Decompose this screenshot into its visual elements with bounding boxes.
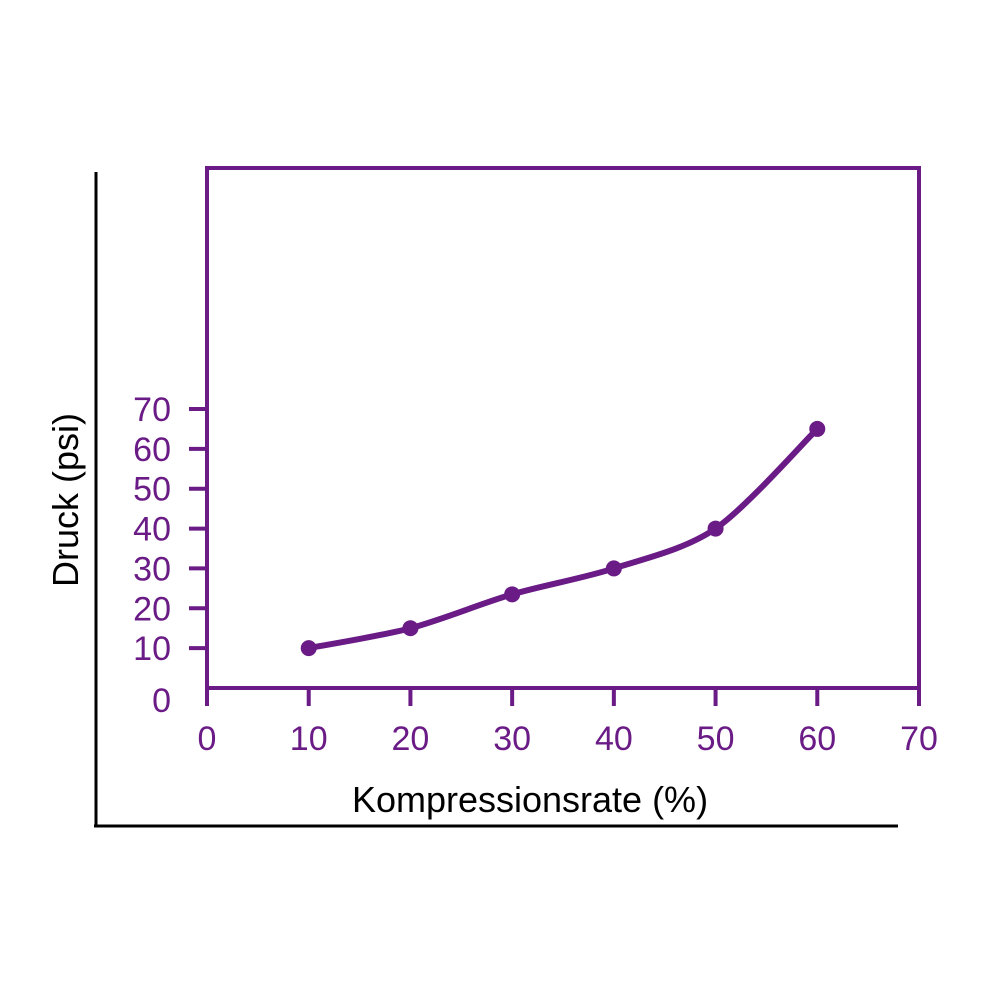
data-point <box>504 586 521 603</box>
y-tick-label: 20 <box>133 590 171 628</box>
x-tick-label: 10 <box>290 720 328 758</box>
data-point <box>605 560 622 577</box>
y-tick-label: 10 <box>133 630 171 668</box>
data-point <box>809 420 826 437</box>
series-group <box>300 420 826 657</box>
x-tick-label: 30 <box>493 720 531 758</box>
y-tick-label: 30 <box>133 550 171 588</box>
plot-frame <box>205 166 921 690</box>
y-tick-label: 60 <box>133 431 171 469</box>
data-point <box>300 640 317 657</box>
x-axis-title: Kompressionsrate (%) <box>352 779 708 820</box>
series-line <box>308 426 820 652</box>
x-tick-label: 50 <box>697 720 735 758</box>
y-axis-title: Druck (psi) <box>45 413 86 587</box>
y-tick-label: 0 <box>152 682 171 720</box>
x-axis-ticks: 0 10 20 30 40 50 60 70 <box>198 688 938 758</box>
data-point <box>402 620 419 637</box>
x-tick-label: 20 <box>392 720 430 758</box>
x-tick-label: 70 <box>900 720 938 758</box>
x-tick-label: 40 <box>595 720 633 758</box>
data-point <box>707 520 724 537</box>
x-tick-label: 0 <box>198 720 217 758</box>
y-tick-label: 40 <box>133 511 171 549</box>
y-tick-label: 50 <box>133 471 171 509</box>
x-tick-label: 60 <box>798 720 836 758</box>
y-tick-label: 70 <box>133 391 171 429</box>
